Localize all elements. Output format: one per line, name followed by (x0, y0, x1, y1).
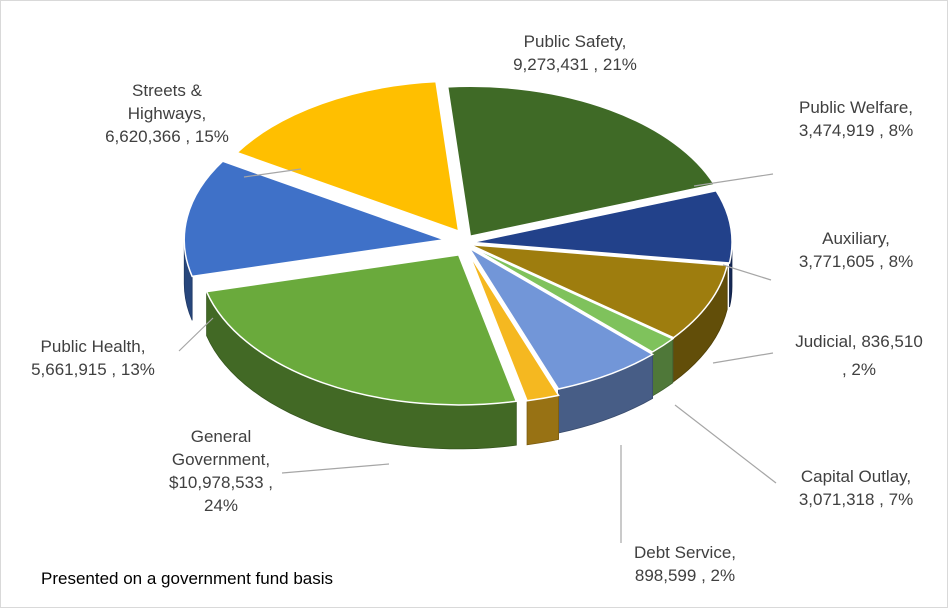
data-label-streets-and-highways: Streets & Highways, 6,620,366 , 15% (105, 81, 229, 146)
leader-line-streets-and-highways (243, 168, 302, 178)
pie-slice-streets-and-highways (235, 80, 460, 233)
data-label-capital-outlay: Capital Outlay, 3,071,318 , 7% (799, 467, 913, 509)
pie-slice-public-safety (446, 85, 716, 238)
data-label-public-welfare: Public Welfare, 3,474,919 , 8% (799, 98, 913, 140)
leader-line-public-health (178, 317, 214, 352)
data-label-public-safety: Public Safety, 9,273,431 , 21% (513, 32, 637, 74)
pie-slice-judicial (468, 244, 675, 353)
leader-line-public-welfare (693, 173, 774, 187)
pie-slice-general-government (205, 254, 518, 406)
leader-line-capital-outlay (674, 404, 777, 484)
pie-slice-public-welfare (471, 189, 733, 264)
pie-slice-debt-service (468, 254, 560, 402)
leader-line-judicial (712, 352, 774, 364)
data-label-auxiliary: Auxiliary, 3,771,605 , 8% (799, 229, 913, 271)
pie-side-debt-service (526, 394, 559, 446)
data-label-debt-service: Debt Service, 898,599 , 2% (634, 543, 736, 585)
pie-slice-public-health (183, 160, 445, 278)
data-label-public-health: Public Health, 5,661,915 , 13% (31, 337, 155, 379)
pie-labels: Public Safety, 9,273,431 , 21% Public Welf… (31, 32, 923, 585)
leader-line-general-government (281, 463, 390, 474)
pie-tops (183, 80, 733, 406)
pie-slice-auxiliary (469, 243, 729, 339)
chart-footnote: Presented on a government fund basis (41, 569, 334, 588)
pie-sides (183, 239, 733, 450)
data-label-general-government: General Government, $10,978,533 , 24% (169, 427, 273, 515)
data-label-judicial: Judicial, 836,510, 2% (795, 332, 923, 379)
pie-slice-capital-outlay (468, 247, 655, 390)
leader-line-auxiliary (722, 264, 772, 281)
